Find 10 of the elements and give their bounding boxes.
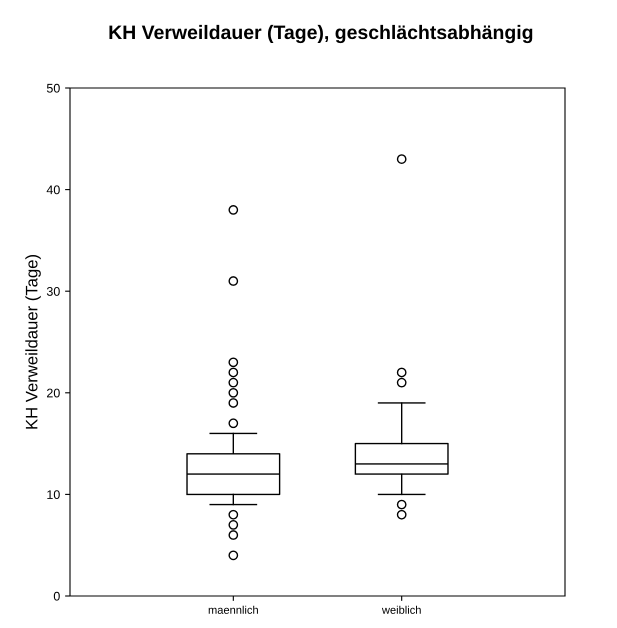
chart-title: KH Verweildauer (Tage), geschlächtsabhängig: [109, 24, 532, 44]
y-axis-title: KH Verweildauer (Tage): [25, 255, 41, 429]
x-tick-label: weiblich: [382, 606, 421, 614]
y-tick-label: 50: [46, 84, 60, 93]
y-tick-label: 20: [47, 388, 60, 398]
y-tick-label: 10: [47, 490, 60, 500]
y-tick-label: 0: [54, 592, 60, 601]
x-tick-label: maennlich: [208, 606, 258, 614]
y-tick-label: 30: [46, 287, 60, 296]
y-tick-label: 40: [46, 185, 60, 194]
